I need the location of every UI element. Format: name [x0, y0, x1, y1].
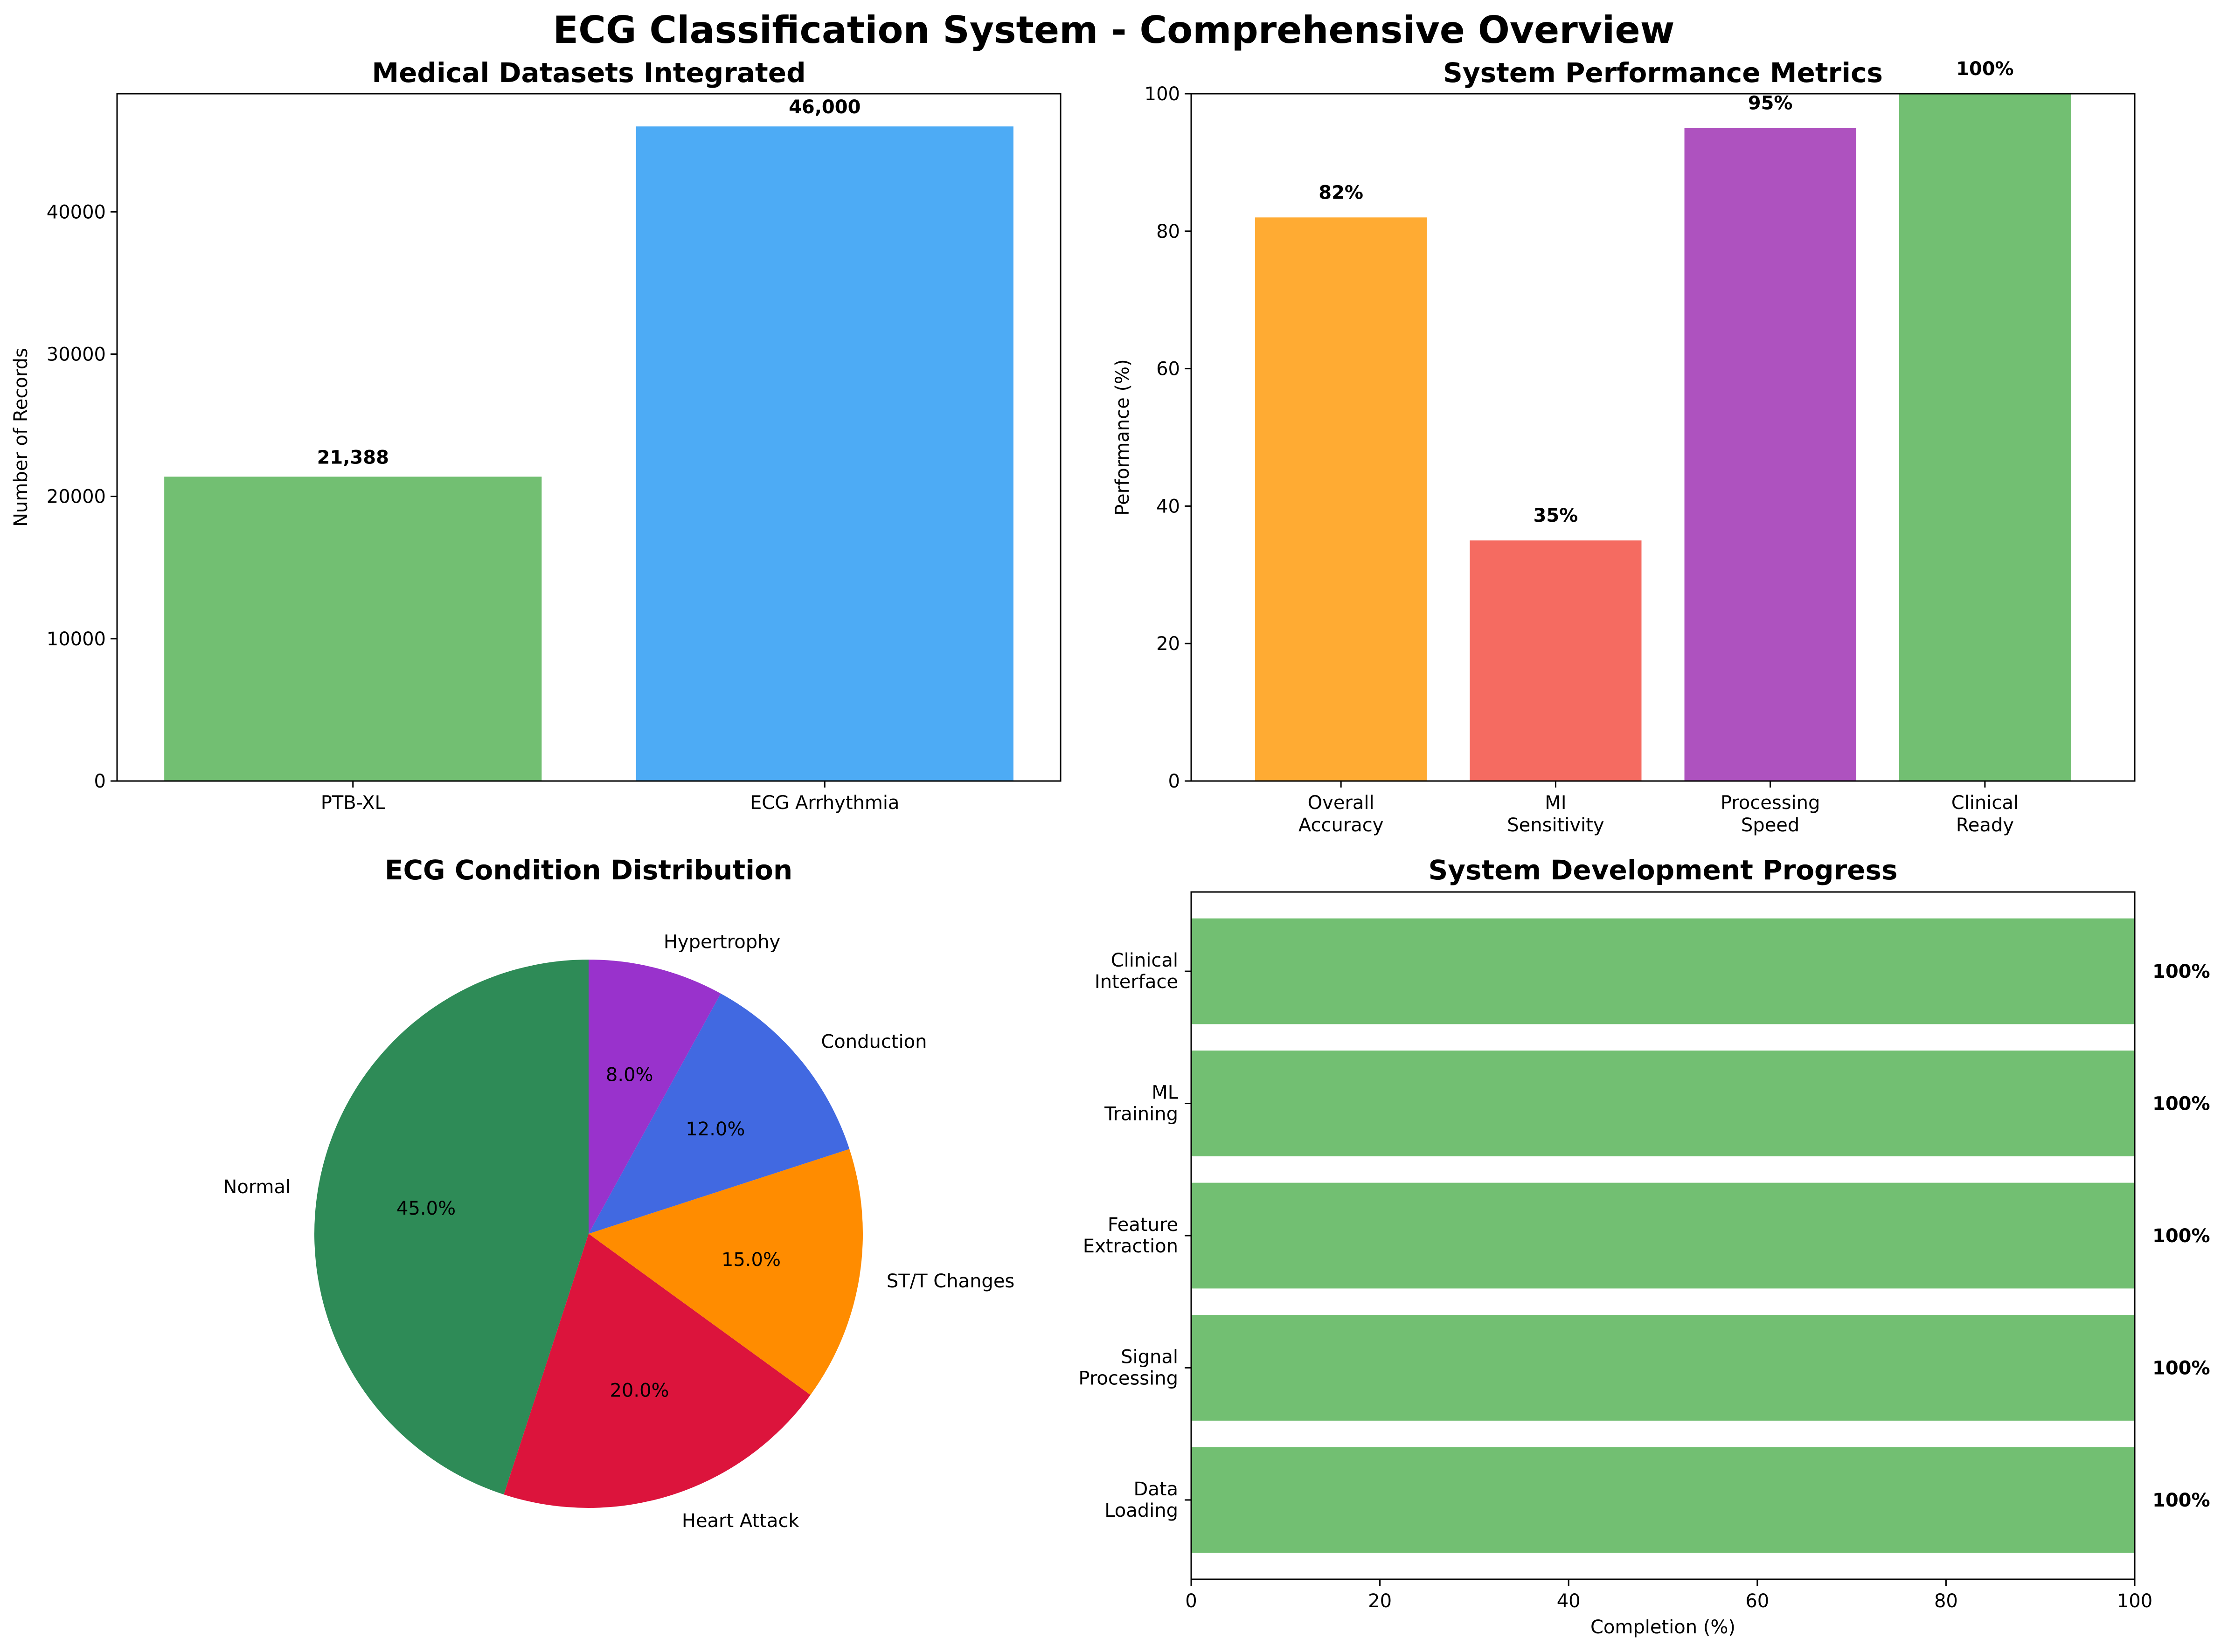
performance-bar: [1684, 128, 1856, 781]
plot-frame: [1190, 93, 2136, 782]
y-tick-label-line: Processing: [1078, 1368, 1178, 1389]
progress-value-label: 100%: [2152, 1225, 2210, 1247]
dataset-value-label: 21,388: [317, 447, 389, 468]
x-axis-label: Completion (%): [1590, 1617, 1735, 1638]
performance-bar: [1899, 94, 2071, 781]
progress-bar: [1191, 1447, 2135, 1553]
progress-title: System Development Progress: [1428, 854, 1897, 886]
x-tick-label-line: Clinical: [1951, 792, 2019, 814]
y-axis-label: Performance (%): [1112, 359, 1133, 515]
pie-label: Hypertrophy: [664, 932, 780, 953]
pie-percent-label: 15.0%: [722, 1249, 781, 1271]
pie-percent-label: 12.0%: [686, 1119, 745, 1140]
progress-bar: [1191, 1051, 2135, 1156]
x-tick-label-line: Speed: [1741, 815, 1799, 836]
pie-slice: [504, 1234, 811, 1508]
y-tick-label: 0: [1168, 771, 1180, 792]
y-tick-label: 100: [1145, 83, 1180, 105]
y-tick-label-line: Interface: [1095, 971, 1178, 993]
pie-label: Normal: [223, 1176, 291, 1198]
plot-frame: [1190, 891, 2136, 1580]
y-axis-label: Number of Records: [10, 348, 32, 527]
x-tick-label: 40: [1557, 1590, 1581, 1612]
performance-panel: System Performance Metrics 82% Overall Accu…: [1112, 57, 2136, 836]
y-tick-label: 30000: [47, 344, 106, 365]
progress-bar: [1191, 1182, 2135, 1289]
dataset-value-label: 46,000: [789, 97, 861, 118]
x-tick-label-line: Accuracy: [1298, 815, 1384, 836]
y-tick-label: 0: [94, 771, 106, 792]
x-tick-label-line: Ready: [1956, 815, 2014, 836]
pie-percent-label: 45.0%: [396, 1198, 456, 1219]
x-tick-label: 0: [1185, 1590, 1197, 1612]
progress-bar: [1191, 1315, 2135, 1421]
dataset-bar: [164, 477, 542, 781]
y-tick-label-line: ML: [1152, 1082, 1179, 1104]
dataset-bar: [636, 126, 1013, 781]
y-tick-label: Signal Processing: [1078, 1346, 1178, 1389]
plot-frame: [116, 93, 1062, 782]
x-tick-label-line: Sensitivity: [1507, 815, 1604, 836]
y-tick-label: 40: [1156, 496, 1180, 517]
x-tick-label: Overall Accuracy: [1298, 792, 1384, 836]
y-tick-label: Clinical Interface: [1095, 950, 1178, 993]
pie-slice: [589, 1149, 863, 1395]
x-tick-label: 60: [1745, 1590, 1769, 1612]
y-tick-label-line: Clinical: [1111, 950, 1178, 971]
progress-value-label: 100%: [2152, 1093, 2210, 1115]
y-tick-label: 20000: [47, 486, 106, 508]
progress-value-label: 100%: [2152, 961, 2210, 982]
performance-bar: [1470, 540, 1642, 781]
y-tick-label: 60: [1156, 359, 1180, 380]
conditions-title: ECG Condition Distribution: [385, 854, 792, 886]
performance-bar: [1255, 217, 1427, 781]
y-tick-label: 40000: [47, 201, 106, 223]
pie-percent-label: 20.0%: [610, 1380, 669, 1402]
x-tick-label: 100: [2117, 1590, 2152, 1612]
y-tick-label-line: Extraction: [1083, 1236, 1178, 1257]
pie-slice: [589, 993, 850, 1234]
y-tick-label-line: Training: [1104, 1104, 1178, 1125]
y-tick-label-line: Data: [1133, 1479, 1178, 1500]
conditions-panel: ECG Condition Distribution Normal 45.0% Hea…: [223, 854, 1014, 1532]
x-tick-label-line: Processing: [1721, 792, 1820, 814]
performance-title: System Performance Metrics: [1443, 57, 1883, 89]
x-tick-label: ECG Arrhythmia: [750, 792, 899, 814]
x-tick-label-line: MI: [1545, 792, 1566, 814]
x-tick-label: 20: [1368, 1590, 1392, 1612]
y-tick-label: 20: [1156, 633, 1180, 655]
y-tick-label-line: Loading: [1104, 1500, 1178, 1521]
pie-slice: [589, 960, 721, 1234]
figure-title: ECG Classification System - Comprehensiv…: [553, 8, 1675, 52]
y-tick-label: Feature Extraction: [1083, 1214, 1178, 1257]
progress-panel: System Development Progress 100% Data Loadi…: [1078, 854, 2210, 1638]
progress-value-label: 100%: [2152, 1490, 2210, 1511]
performance-value-label: 82%: [1319, 182, 1363, 203]
pie-percent-label: 8.0%: [606, 1064, 653, 1085]
y-tick-label: 10000: [47, 629, 106, 650]
x-tick-label: PTB-XL: [321, 792, 386, 814]
datasets-panel: Medical Datasets Integrated 21,388 PTB-XL 4…: [10, 57, 1062, 814]
y-tick-label-line: Feature: [1108, 1214, 1178, 1236]
performance-value-label: 100%: [1956, 58, 2014, 80]
x-tick-label: Clinical Ready: [1951, 792, 2019, 836]
pie-label: ST/T Changes: [887, 1271, 1014, 1292]
pie-label: Conduction: [821, 1031, 927, 1053]
x-tick-label: MI Sensitivity: [1507, 792, 1604, 836]
performance-value-label: 95%: [1748, 93, 1793, 114]
x-tick-label-line: Overall: [1308, 792, 1374, 814]
y-tick-label-line: Signal: [1121, 1346, 1178, 1368]
progress-value-label: 100%: [2152, 1357, 2210, 1379]
progress-bar: [1191, 918, 2135, 1024]
pie-slice: [314, 960, 589, 1495]
y-tick-label: Data Loading: [1104, 1479, 1178, 1521]
x-tick-label: 80: [1934, 1590, 1958, 1612]
performance-value-label: 35%: [1534, 505, 1578, 526]
datasets-title: Medical Datasets Integrated: [372, 57, 805, 89]
y-tick-label: 80: [1156, 221, 1180, 242]
pie-label: Heart Attack: [682, 1510, 800, 1532]
x-tick-label: Processing Speed: [1721, 792, 1820, 836]
y-tick-label: ML Training: [1104, 1082, 1179, 1125]
